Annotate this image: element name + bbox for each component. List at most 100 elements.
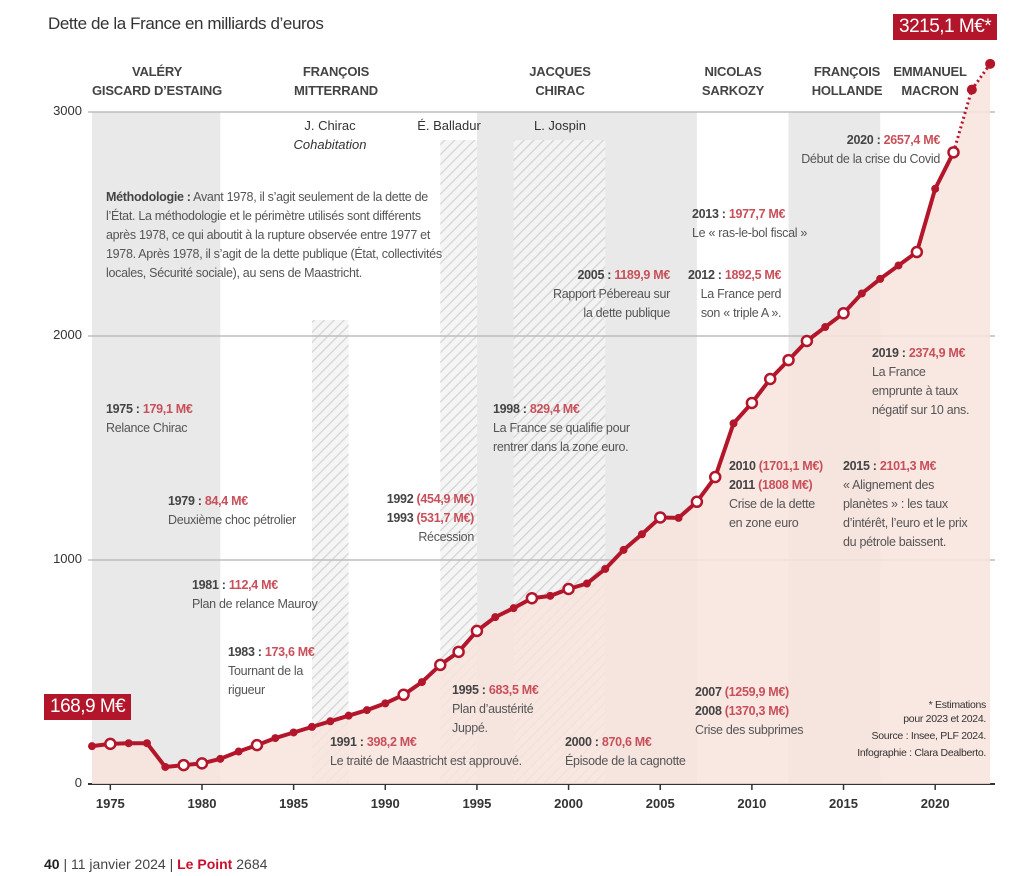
data-point-2006: [674, 513, 683, 522]
annotation-heading: 1995 : 683,5 M€: [452, 681, 539, 700]
annotation-text: Plan de relance Mauroy: [192, 597, 318, 611]
cohabitation-label: L. Jospin: [500, 116, 620, 135]
annotation-heading: 1991 : 398,2 M€: [330, 733, 522, 752]
annotation-text: La France: [872, 365, 926, 379]
chart-title: Dette de la France en milliards d’euros: [48, 14, 324, 33]
data-point-2019: [910, 245, 924, 259]
annotation-value: 173,6 M€: [264, 645, 315, 659]
data-point-1983: [250, 738, 264, 752]
data-point-2001: [582, 579, 591, 588]
annotation-1998: 1998 : 829,4 M€ La France se qualifie pou…: [493, 400, 630, 457]
prime-minister-name: J. Chirac: [304, 118, 356, 133]
x-tick-label: 2005: [645, 796, 675, 811]
prime-minister-name: É. Balladur: [417, 118, 481, 133]
presidency-band: [92, 112, 221, 784]
president-last-name: MACRON: [901, 83, 959, 98]
page-number: 40: [44, 856, 60, 872]
annotation-sep: :: [254, 645, 265, 659]
x-tick-label: 2000: [554, 796, 584, 811]
annotation-value: (1808 M€): [758, 478, 813, 492]
data-point-1976: [124, 739, 133, 748]
annotation-value: (531,7 M€): [416, 511, 475, 525]
issue-number: 2684: [236, 856, 268, 872]
annotation-heading-2: 2008 (1370,3 M€): [695, 702, 803, 721]
annotation-year: 2015: [843, 459, 870, 473]
annotation-sep: :: [869, 459, 880, 473]
x-tick-label: 1975: [95, 796, 125, 811]
annotation-text: Épisode de la cagnotte: [565, 754, 686, 768]
annotation-text: La France se qualifie pour: [493, 421, 630, 435]
cohabitation-band: [311, 320, 349, 784]
annotation-value: (1701,1 M€): [758, 459, 823, 473]
y-tick-label: 0: [74, 775, 82, 790]
annotation-2019: 2019 : 2374,9 M€ La France emprunte à taux…: [872, 344, 969, 420]
annotation-1991: 1991 : 398,2 M€ Le traité de Maastricht e…: [330, 733, 522, 771]
annotation-text: Relance Chirac: [106, 421, 188, 435]
annotation-2010: 2010 (1701,1 M€) 2011 (1808 M€) Crise de l…: [729, 457, 823, 533]
annotation-heading: 1979 : 84,4 M€: [168, 492, 296, 511]
annotation-text: Crise de la dette: [729, 497, 815, 511]
annotation-value: 2101,3 M€: [879, 459, 937, 473]
annotation-year: 1998: [493, 402, 520, 416]
data-point-1974: [88, 742, 96, 751]
annotation-sep: :: [718, 207, 729, 221]
annotation-sep: :: [194, 494, 205, 508]
methodology-note: Méthodologie : Avant 1978, il s’agit seu…: [106, 188, 446, 283]
annotation-text: Récession: [418, 530, 474, 544]
annotation-1981: 1981 : 112,4 M€ Plan de relance Mauroy: [192, 576, 318, 614]
annotation-value: 683,5 M€: [488, 683, 539, 697]
annotation-year: 1991: [330, 735, 357, 749]
annotation-heading-2: 2011 (1808 M€): [729, 476, 823, 495]
x-tick-label: 2015: [829, 796, 858, 811]
president-label: VALÉRY GISCARD D’ESTAING: [67, 62, 247, 100]
annotation-value: 84,4 M€: [204, 494, 248, 508]
data-point-1993: [434, 658, 447, 672]
annotation-year: 2005: [577, 268, 605, 282]
data-point-2012: [782, 353, 795, 367]
data-point-2011: [763, 372, 777, 386]
annotation-sep: :: [356, 735, 367, 749]
page-footer: 40 | 11 janvier 2024 | Le Point 2684: [44, 856, 267, 872]
data-point-2021: [947, 146, 960, 159]
debt-area: [92, 63, 991, 784]
data-point-1982: [234, 747, 243, 756]
annotation-value: 1977,7 M€: [728, 207, 786, 221]
annotation-heading: 1981 : 112,4 M€: [192, 576, 317, 595]
data-point-2002: [601, 564, 610, 573]
annotation-value: (454,9 M€): [416, 492, 475, 506]
annotation-1975: 1975 : 179,1 M€ Relance Chirac: [106, 400, 193, 438]
annotation-text: rentrer dans la zone euro.: [493, 440, 629, 454]
annotation-heading: 1992 (454,9 M€): [387, 490, 475, 509]
annotation-text: Le « ras-le-bol fiscal »: [692, 226, 808, 240]
y-tick-label: 1000: [53, 551, 82, 566]
credit-note: Infographie : Clara Dealberto.: [857, 747, 986, 759]
annotation-1995: 1995 : 683,5 M€ Plan d’austérité Juppé.: [452, 681, 539, 738]
annotation-sep: :: [519, 402, 530, 416]
annotation-text: Crise des subprimes: [695, 723, 804, 737]
prime-minister-name: L. Jospin: [533, 118, 587, 133]
data-point-2014: [821, 323, 830, 332]
annotation-text: la dette publique: [583, 306, 670, 320]
data-point-2007: [690, 495, 704, 509]
annotation-2015: 2015 : 2101,3 M€ « Alignement des planètes…: [843, 457, 968, 552]
annotation-year: 2007: [695, 685, 722, 699]
annotation-year: 2010: [729, 459, 756, 473]
annotation-2000: 2000 : 870,6 M€ Épisode de la cagnotte: [565, 733, 686, 771]
data-point-1988: [344, 711, 353, 720]
annotation-text: du pétrole baissent.: [843, 535, 947, 549]
annotation-value: (1370,3 M€): [724, 704, 789, 718]
annotation-year: 1975: [106, 402, 133, 416]
annotation-sep: :: [604, 268, 615, 282]
annotation-year: 1993: [386, 511, 414, 525]
annotation-text: Tournant de la: [228, 664, 304, 678]
data-point-2023: [985, 58, 996, 69]
data-point-2005: [653, 511, 667, 524]
annotation-text: en zone euro: [729, 516, 799, 530]
annotation-heading: 2010 (1701,1 M€): [729, 457, 823, 476]
cohabitation-caption: Cohabitation: [293, 137, 367, 152]
x-tick-label: 1985: [279, 796, 309, 811]
annotation-text: rigueur: [228, 683, 265, 697]
data-point-1994: [452, 645, 465, 659]
annotation-sep: :: [714, 268, 725, 282]
annotation-text: son « triple A ».: [700, 306, 782, 320]
